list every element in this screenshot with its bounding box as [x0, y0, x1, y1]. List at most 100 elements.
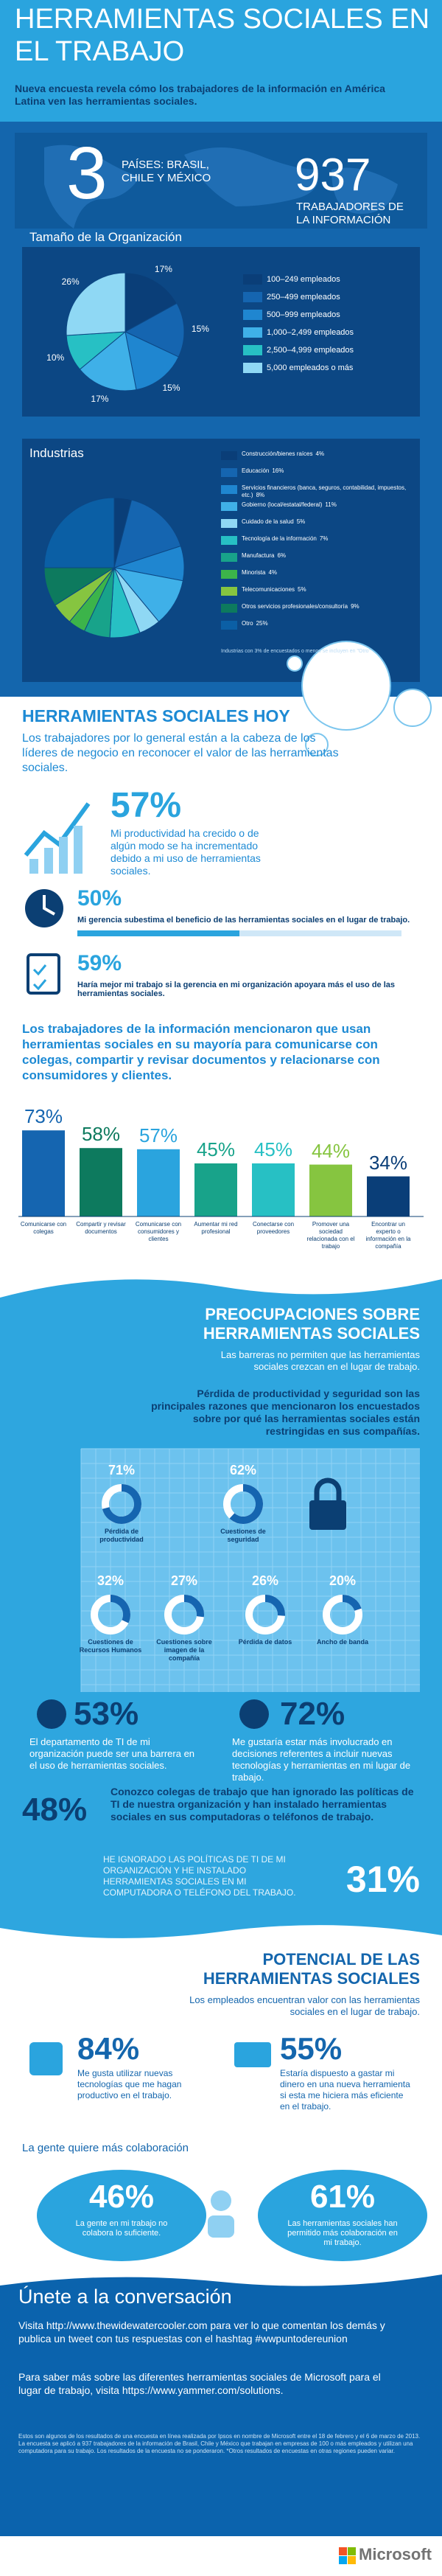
legend-label: 5,000 empleados o más	[267, 363, 354, 372]
donut-label: Pérdida de productividad	[99, 1528, 144, 1543]
decor-bubble	[301, 641, 391, 731]
pie-slice	[124, 272, 178, 333]
donut-arc	[102, 1484, 141, 1524]
bar-category: Promover una sociedad relacionada con el…	[306, 1221, 355, 1250]
section-intro: Los empleados encuentran valor con las h…	[189, 1994, 420, 2017]
legend-swatch	[221, 485, 237, 494]
bar	[367, 1176, 410, 1216]
stat-number: 46%	[88, 2179, 155, 2215]
legend-swatch	[221, 502, 237, 511]
legend-value: 4%	[268, 569, 278, 576]
legend-swatch	[221, 587, 237, 596]
stat-text: Me gustaría estar más involucrado en dec…	[232, 1736, 411, 1783]
bar-category: Compartir y revisar documentos	[76, 1221, 126, 1235]
slice-label: 26%	[61, 276, 80, 287]
fine-print: Estos son algunos de los resultados de u…	[18, 2433, 421, 2454]
legend-swatch	[243, 363, 262, 373]
it-icon	[37, 1699, 66, 1729]
bar	[309, 1164, 352, 1216]
people-icon	[239, 1699, 269, 1729]
stat-text: Mi productividad ha crecido o de algún m…	[110, 827, 261, 877]
pie-slice	[124, 331, 180, 391]
legend-row: Otro 25%	[242, 620, 418, 627]
brand-logo	[339, 2547, 347, 2555]
slice-label: 15%	[191, 323, 209, 334]
legend-row: Otros servicios profesionales/consultorí…	[242, 603, 418, 610]
slice-label: 10%	[46, 352, 65, 363]
title: HERRAMIENTAS SOCIALES EN EL TRABAJO	[15, 4, 430, 67]
lock-body	[309, 1500, 346, 1530]
growth-icon-bar	[44, 848, 53, 874]
stat-text: Me gusta utilizar nuevas tecnologías que…	[77, 2068, 182, 2100]
donut-value: 62%	[229, 1463, 257, 1477]
progress-bar	[77, 930, 239, 936]
legend-label: Servicios financieros (banca, seguros, c…	[242, 484, 407, 498]
bar-value: 45%	[253, 1138, 293, 1160]
legend-label: Otros servicios profesionales/consultorí…	[242, 603, 348, 610]
donut-label: Pérdida de datos	[238, 1638, 292, 1646]
bar-value: 73%	[24, 1105, 63, 1128]
countries-number: 3	[66, 132, 108, 215]
bar	[80, 1148, 122, 1216]
legend-swatch	[221, 604, 237, 613]
legend-value: 8%	[256, 492, 265, 498]
legend-row: Construcción/bienes raíces 4%	[242, 450, 418, 458]
legend-row: Telecomunicaciones 5%	[242, 586, 418, 593]
stat-number: 61%	[309, 2179, 376, 2215]
stat-number: 57%	[110, 786, 182, 825]
legend-swatch	[221, 570, 237, 579]
countries-text: PAÍSES: BRASIL, CHILE Y MÉXICO	[122, 159, 211, 184]
legend-swatch	[221, 621, 237, 630]
section-title: POTENCIAL DE LAS HERRAMIENTAS SOCIALES	[203, 1950, 420, 1988]
donut-arc	[342, 1595, 362, 1612]
decor-bubble	[305, 733, 329, 756]
stat-text: Mi gerencia subestima el beneficio de la…	[77, 916, 410, 925]
stat-text: Conozco colegas de trabajo que han ignor…	[110, 1786, 414, 1823]
pie-slice	[113, 567, 183, 622]
legend-label: Educación	[242, 467, 270, 474]
section-intro: Las barreras no permiten que las herrami…	[220, 1349, 420, 1372]
stat-number: 53%	[74, 1696, 139, 1732]
stat-number: 48%	[22, 1792, 88, 1828]
footer-title: Únete a la conversación	[18, 2286, 232, 2308]
donut-label: Cuestiones de Recursos Humanos	[79, 1638, 142, 1654]
clock-hand	[43, 895, 55, 916]
bar	[252, 1163, 295, 1216]
legend-value: 5%	[298, 586, 306, 593]
reasons-title: Pérdida de productividad y seguridad son…	[151, 1388, 420, 1437]
decor-bubble	[287, 655, 303, 672]
growth-icon-bar	[59, 837, 68, 874]
legend-swatch	[221, 451, 237, 460]
legend-swatch	[221, 536, 237, 545]
stat-text: HE IGNORADO LAS POLÍTICAS DE TI DE MI OR…	[103, 1854, 296, 1898]
legend-value: 6%	[277, 552, 287, 559]
bar	[137, 1149, 180, 1216]
legend-value: 4%	[315, 450, 325, 457]
bar-category: Encontrar un experto o información en la…	[365, 1221, 411, 1250]
stat-number: 72%	[280, 1696, 345, 1732]
lock-shackle	[314, 1477, 342, 1500]
bottom-bg	[0, 2274, 442, 2536]
bar-category: Comunicarse con colegas	[20, 1221, 67, 1235]
legend-swatch	[243, 310, 262, 320]
legend-swatch	[243, 327, 262, 338]
legend-swatch	[221, 468, 237, 477]
section-title: PREOCUPACIONES SOBRE HERRAMIENTAS SOCIAL…	[203, 1305, 420, 1343]
bar-value: 58%	[81, 1123, 121, 1146]
pie-slice	[124, 302, 185, 358]
legend-value: 5%	[296, 518, 306, 525]
stat-text: Estaría dispuesto a gastar mi dinero en …	[280, 2068, 410, 2112]
decor-bubble	[393, 689, 432, 727]
legend-label: Cuidado de la salud	[242, 518, 294, 525]
donut-arc	[264, 1595, 285, 1616]
stat-number: 55%	[280, 2031, 343, 2066]
legend-swatch	[243, 345, 262, 355]
legend-label: Gobierno (local/estatal/federal)	[242, 501, 323, 508]
slice-label: 15%	[162, 383, 180, 394]
section-title: HERRAMIENTAS SOCIALES HOY	[22, 706, 290, 725]
legend-label: Tecnología de la información	[242, 535, 317, 542]
donut-value: 20%	[329, 1573, 357, 1588]
legend-swatch	[221, 553, 237, 562]
legend-label: Otro	[242, 620, 253, 627]
legend-row: Tecnología de la información 7%	[242, 535, 418, 543]
